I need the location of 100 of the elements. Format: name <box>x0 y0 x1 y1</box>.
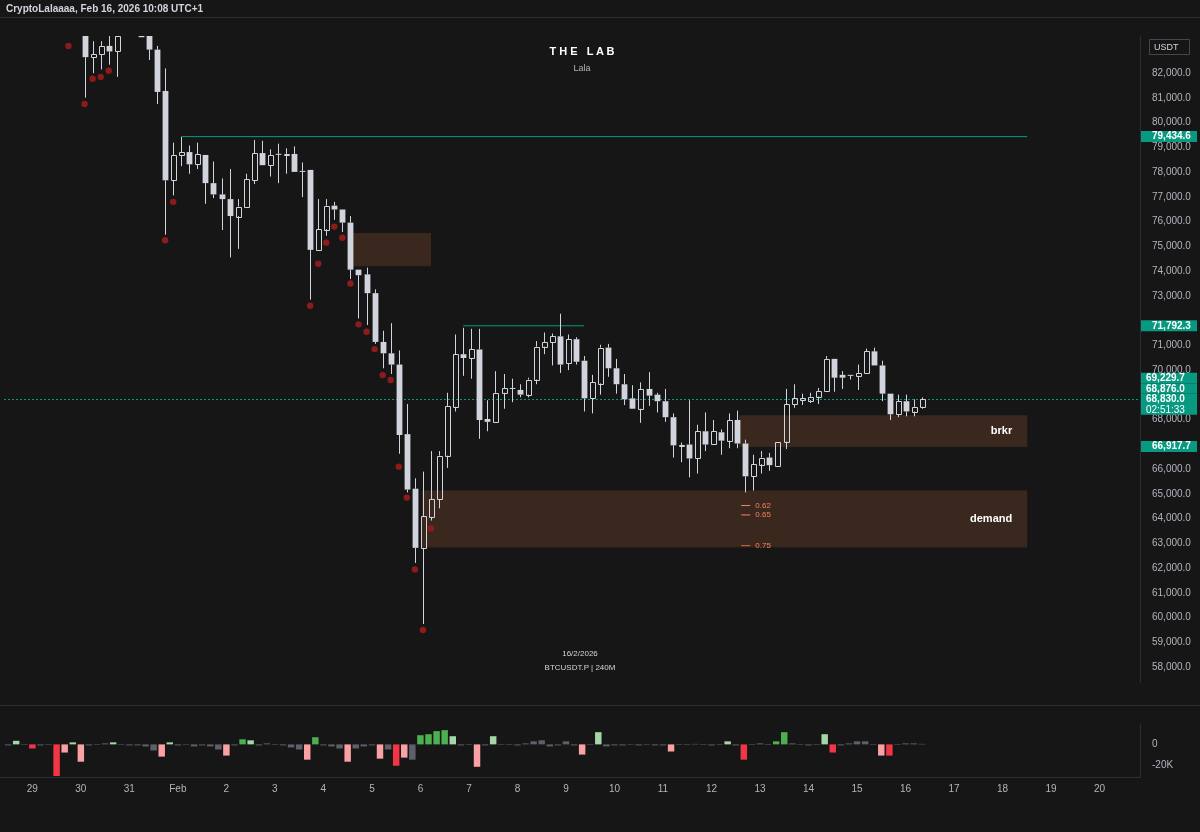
y-tick-label: 77,000.0 <box>1152 190 1192 202</box>
bar <box>352 744 359 749</box>
bar <box>206 744 214 747</box>
bar <box>578 744 586 755</box>
point <box>65 42 72 50</box>
x-tick-label: Feb <box>169 782 187 794</box>
y-tick-label: 76,000.0 <box>1152 215 1192 227</box>
x-tick-label: 3 <box>272 782 279 794</box>
y-tick-label: -20K <box>1152 758 1174 770</box>
candlestick <box>702 411 709 452</box>
candlestick <box>856 364 862 391</box>
bar <box>409 744 416 760</box>
bar <box>401 744 408 758</box>
bar <box>29 744 36 749</box>
bar <box>304 744 311 760</box>
bar <box>158 744 165 757</box>
x-tick-label: 8 <box>514 782 521 794</box>
point <box>371 345 378 353</box>
y-tick-label: 58,000.0 <box>1152 660 1192 672</box>
candlestick <box>646 371 653 407</box>
x-tick-label: 2 <box>223 782 230 794</box>
point <box>395 463 402 470</box>
point <box>427 525 435 532</box>
candlestick <box>179 136 185 167</box>
x-tick-label: 12 <box>705 782 718 794</box>
candlestick <box>252 139 258 185</box>
y-tick-label: 66,917.7 <box>1152 440 1192 452</box>
point <box>331 223 338 230</box>
point <box>419 626 427 634</box>
candlestick <box>437 450 443 509</box>
y-tick-label: 80,000.0 <box>1152 116 1192 128</box>
candlestick <box>598 344 604 396</box>
y-tick-label: 60,000.0 <box>1152 611 1192 623</box>
point <box>81 100 88 108</box>
candlestick <box>493 370 499 423</box>
y-axis-title: USDT <box>1154 41 1179 52</box>
x-tick-label: 16 <box>899 782 912 794</box>
bar <box>312 737 319 745</box>
y-tick-label: 79,434.6 <box>1152 130 1192 142</box>
y-tick-label: 61,000.0 <box>1152 586 1192 598</box>
candlestick <box>759 450 765 475</box>
x-tick-label: 19 <box>1045 782 1058 794</box>
candlestick <box>331 201 338 221</box>
y-tick-label: 65,000.0 <box>1152 487 1192 499</box>
candlestick <box>445 392 451 469</box>
bar <box>449 736 456 745</box>
candlestick <box>453 334 459 412</box>
bar <box>781 732 788 745</box>
candlestick <box>91 40 97 74</box>
text: 69,229.7 <box>1146 372 1186 384</box>
y-tick-label: 71,000.0 <box>1152 339 1192 351</box>
bar <box>61 744 68 753</box>
text: demand <box>970 511 1013 524</box>
point <box>169 198 177 206</box>
y-tick-label: 0 <box>1152 738 1158 750</box>
candlestick <box>460 327 467 377</box>
text: CryptoLalaaaa, Feb 16, 2026 10:08 UTC+1 <box>6 3 204 14</box>
y-tick-label: 79,000.0 <box>1152 141 1192 153</box>
candlestick <box>388 322 395 375</box>
point <box>161 237 169 244</box>
bar <box>69 742 76 745</box>
x-tick-label: 29 <box>26 782 39 794</box>
y-tick-label: 71,792.3 <box>1152 319 1192 331</box>
candlestick <box>268 148 274 178</box>
candlestick <box>695 424 701 475</box>
candlestick <box>324 198 330 237</box>
candlestick <box>784 388 790 450</box>
point <box>355 321 362 328</box>
bar <box>861 741 869 745</box>
x-tick-label: 20 <box>1094 782 1106 794</box>
y-tick-label: 66,000.0 <box>1152 462 1192 474</box>
x-tick-label: 18 <box>996 782 1009 794</box>
point <box>323 239 330 246</box>
point <box>403 494 411 501</box>
bar <box>166 742 174 745</box>
candlestick <box>816 387 822 405</box>
bar <box>360 744 368 747</box>
candlestick <box>99 40 105 70</box>
x-tick-label: 17 <box>948 782 961 794</box>
candlestick <box>236 198 242 250</box>
bar <box>772 741 780 745</box>
text: 68,876.0 <box>1146 382 1186 394</box>
candlestick <box>502 373 508 410</box>
candlestick <box>429 450 435 522</box>
text: Lala <box>573 63 591 74</box>
candlestick <box>534 340 540 385</box>
y-tick-label: 81,000.0 <box>1152 91 1192 103</box>
point <box>339 234 346 241</box>
point <box>387 376 394 384</box>
bar <box>344 744 351 762</box>
bar <box>878 744 885 756</box>
bar <box>109 742 117 745</box>
candlestick <box>316 198 322 251</box>
y-tick-label: 75,000.0 <box>1152 240 1192 252</box>
candlestick <box>550 333 556 366</box>
x-tick-label: 7 <box>466 782 473 794</box>
bar <box>53 744 60 776</box>
series-label: brkr <box>990 423 1013 436</box>
series-label: 0.62 <box>755 500 772 510</box>
point <box>347 280 354 287</box>
